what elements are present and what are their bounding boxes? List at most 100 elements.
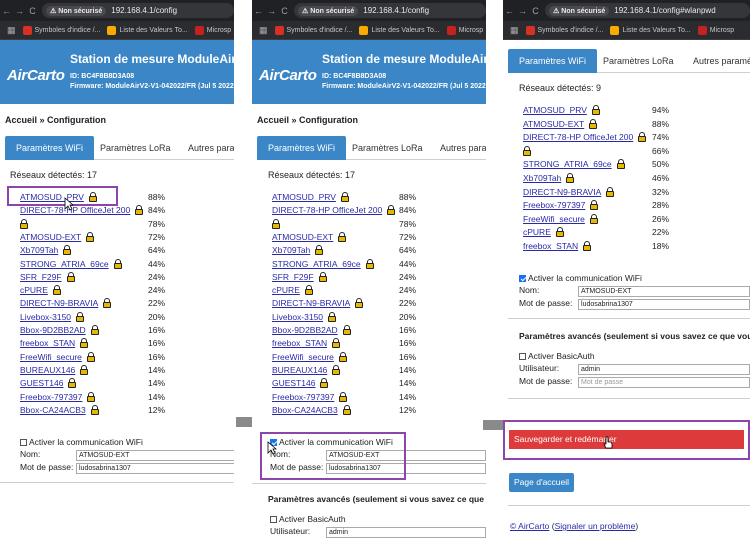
network-ssid-link[interactable]: DIRECT-N9-BRAVIA bbox=[20, 298, 99, 309]
activate-wifi-checkbox[interactable] bbox=[270, 438, 277, 446]
forward-icon[interactable]: → bbox=[267, 5, 276, 16]
network-ssid-link[interactable]: DIRECT-78-HP OfficeJet 200 bbox=[272, 205, 383, 216]
network-row[interactable]: 78% bbox=[20, 218, 220, 232]
bookmark-item[interactable]: Symboles d'indice /... bbox=[274, 25, 352, 35]
reload-icon[interactable]: C bbox=[532, 5, 539, 16]
activate-wifi-row[interactable]: Activer la communication WiFi bbox=[20, 437, 143, 447]
reload-icon[interactable]: C bbox=[281, 5, 288, 16]
tab-lora[interactable]: Paramètres LoRa bbox=[100, 143, 171, 153]
network-ssid-link[interactable]: DIRECT-78-HP OfficeJet 200 bbox=[20, 205, 131, 216]
password-field[interactable]: ludosabrina1307 bbox=[578, 299, 750, 310]
address-bar[interactable]: ⚠ Non sécurisé 192.168.4.1/config bbox=[42, 3, 234, 18]
network-ssid-link[interactable]: Bbox-9D2BB2AD bbox=[20, 325, 86, 335]
network-ssid-link[interactable]: STRONG_ATRIA_69ce bbox=[523, 159, 612, 170]
network-row[interactable]: Bbox-CA24ACB3 12% bbox=[20, 404, 220, 418]
tab-lora[interactable]: Paramètres LoRa bbox=[603, 56, 674, 66]
network-ssid-link[interactable]: FreeWifi_secure bbox=[20, 351, 82, 362]
username-field[interactable]: admin bbox=[578, 364, 750, 375]
network-row[interactable]: Freebox-797397 14% bbox=[20, 391, 220, 405]
network-ssid-link[interactable]: ATMOSUD_PRV bbox=[272, 192, 336, 202]
network-row[interactable]: Xb709Tah 64% bbox=[20, 245, 220, 258]
network-row[interactable]: ATMOSUD-EXT 72% bbox=[20, 231, 220, 245]
aircarto-link[interactable]: © AirCarto bbox=[510, 521, 550, 531]
network-row[interactable]: Bbox-9D2BB2AD 16% bbox=[20, 325, 220, 338]
network-row[interactable]: BUREAUX146 14% bbox=[20, 364, 220, 378]
network-row[interactable]: Livebox-3150 20% bbox=[20, 311, 220, 325]
activate-wifi-row[interactable]: Activer la communication WiFi bbox=[270, 437, 393, 447]
password-field[interactable]: ludosabrina1307 bbox=[76, 463, 234, 474]
activate-wifi-checkbox[interactable] bbox=[519, 274, 526, 282]
network-row[interactable]: Xb709Tah 46% bbox=[523, 173, 743, 186]
network-row[interactable]: FreeWifi_secure 16% bbox=[272, 351, 482, 365]
network-ssid-link[interactable]: GUEST146 bbox=[20, 378, 64, 389]
network-row[interactable]: DIRECT-N9-BRAVIA 22% bbox=[20, 298, 220, 311]
back-icon[interactable]: ← bbox=[2, 5, 11, 16]
username-field[interactable]: admin bbox=[326, 527, 486, 538]
network-ssid-link[interactable]: ATMOSUD_PRV bbox=[20, 192, 84, 202]
basicauth-checkbox[interactable] bbox=[270, 515, 277, 523]
network-row[interactable]: SFR_F29F 24% bbox=[272, 271, 482, 285]
security-warning-badge[interactable]: ⚠ Non sécurisé bbox=[298, 5, 359, 16]
network-row[interactable]: FreeWifi_secure 16% bbox=[20, 351, 220, 365]
network-row[interactable]: BUREAUX146 14% bbox=[272, 364, 482, 378]
password-field[interactable]: ludosabrina1307 bbox=[326, 463, 486, 474]
network-ssid-link[interactable]: BUREAUX146 bbox=[272, 364, 328, 375]
network-row[interactable]: DIRECT-N9-BRAVIA 22% bbox=[272, 298, 482, 311]
network-row[interactable]: 78% bbox=[272, 218, 482, 232]
password2-field[interactable]: Mot de passe bbox=[578, 377, 750, 388]
network-row[interactable]: STRONG_ATRIA_69ce 44% bbox=[20, 258, 220, 272]
apps-grid-icon[interactable]: ▦ bbox=[259, 24, 268, 35]
network-ssid-link[interactable]: Freebox-797397 bbox=[272, 391, 335, 402]
network-ssid-link[interactable]: freebox_STAN bbox=[272, 338, 328, 349]
network-row[interactable]: freebox_STAN 16% bbox=[20, 338, 220, 351]
network-ssid-link[interactable]: Bbox-CA24ACB3 bbox=[272, 404, 338, 415]
network-row[interactable]: Bbox-9D2BB2AD 16% bbox=[272, 325, 482, 338]
network-row[interactable]: ATMOSUD-EXT 72% bbox=[272, 231, 482, 245]
network-ssid-link[interactable]: cPURE bbox=[523, 227, 551, 238]
network-ssid-link[interactable]: GUEST146 bbox=[272, 378, 316, 389]
ssid-field[interactable]: ATMOSUD-EXT bbox=[76, 450, 234, 461]
network-row[interactable]: freebox_STAN 16% bbox=[272, 338, 482, 351]
reload-icon[interactable]: C bbox=[29, 5, 36, 16]
network-ssid-link[interactable]: Livebox-3150 bbox=[272, 311, 324, 322]
network-ssid-link[interactable]: ATMOSUD-EXT bbox=[523, 118, 585, 129]
network-ssid-link[interactable]: DIRECT-N9-BRAVIA bbox=[523, 186, 602, 197]
basicauth-row[interactable]: Activer BasicAuth bbox=[519, 351, 595, 361]
activate-wifi-checkbox[interactable] bbox=[20, 438, 27, 446]
network-ssid-link[interactable]: cPURE bbox=[20, 285, 48, 296]
bookmark-item[interactable]: Liste des Valeurs To... bbox=[107, 25, 188, 35]
forward-icon[interactable]: → bbox=[15, 5, 24, 16]
report-problem-link[interactable]: Signaler un problème bbox=[554, 521, 636, 531]
network-ssid-link[interactable]: Livebox-3150 bbox=[20, 311, 72, 322]
forward-icon[interactable]: → bbox=[518, 5, 527, 16]
network-row[interactable]: GUEST146 14% bbox=[20, 378, 220, 391]
bookmark-item[interactable]: Microsp bbox=[446, 25, 483, 35]
address-bar[interactable]: ⚠ Non sécurisé 192.168.4.1/config#wlanpwd bbox=[545, 3, 750, 18]
network-ssid-link[interactable]: SFR_F29F bbox=[20, 271, 62, 282]
network-row[interactable]: DIRECT-78-HP OfficeJet 200 84% bbox=[20, 205, 220, 218]
tab-autres[interactable]: Autres paramètres bbox=[188, 143, 234, 153]
apps-grid-icon[interactable]: ▦ bbox=[510, 24, 519, 35]
network-ssid-link[interactable]: DIRECT-78-HP OfficeJet 200 bbox=[523, 132, 634, 143]
network-row[interactable]: ATMOSUD-EXT 88% bbox=[523, 118, 743, 132]
network-row[interactable]: DIRECT-N9-BRAVIA 32% bbox=[523, 186, 743, 200]
network-ssid-link[interactable]: FreeWifi_secure bbox=[523, 213, 585, 224]
bookmark-item[interactable]: Liste des Valeurs To... bbox=[359, 25, 440, 35]
network-ssid-link[interactable]: Xb709Tah bbox=[523, 173, 562, 183]
network-row[interactable]: 66% bbox=[523, 145, 743, 159]
network-ssid-link[interactable]: DIRECT-N9-BRAVIA bbox=[272, 298, 351, 309]
bookmark-item[interactable]: Microsp bbox=[194, 25, 231, 35]
network-row[interactable]: ATMOSUD_PRV 88% bbox=[20, 192, 220, 205]
network-row[interactable]: DIRECT-78-HP OfficeJet 200 74% bbox=[523, 132, 743, 145]
network-ssid-link[interactable]: SFR_F29F bbox=[272, 271, 314, 282]
network-ssid-link[interactable]: ATMOSUD-EXT bbox=[272, 231, 334, 242]
bookmark-item[interactable]: Symboles d'indice /... bbox=[525, 25, 603, 35]
basicauth-checkbox[interactable] bbox=[519, 352, 526, 360]
network-ssid-link[interactable]: freebox_STAN bbox=[20, 338, 76, 349]
bookmark-item[interactable]: Symboles d'indice /... bbox=[22, 25, 100, 35]
network-row[interactable]: STRONG_ATRIA_69ce 44% bbox=[272, 258, 482, 272]
network-ssid-link[interactable]: freebox_STAN bbox=[523, 241, 579, 251]
network-row[interactable]: DIRECT-78-HP OfficeJet 200 84% bbox=[272, 205, 482, 218]
tab-wifi[interactable]: Paramètres WiFi bbox=[508, 49, 598, 73]
network-ssid-link[interactable]: cPURE bbox=[272, 285, 300, 296]
